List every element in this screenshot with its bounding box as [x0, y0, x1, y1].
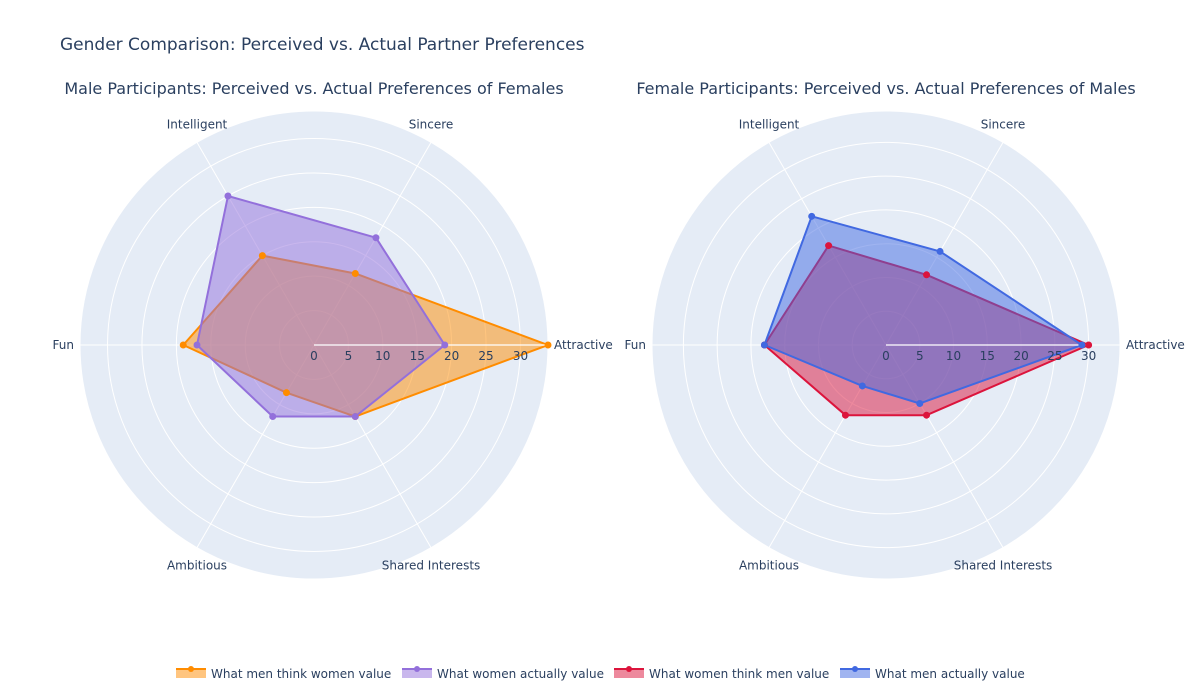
radial-tick-label: 25: [1047, 349, 1062, 363]
radar-chart-male: Male Participants: Perceived vs. Actual …: [53, 79, 613, 580]
legend-swatch: [614, 669, 644, 678]
radial-tick-label: 0: [310, 349, 318, 363]
data-point[interactable]: [269, 413, 277, 421]
data-point[interactable]: [936, 247, 944, 255]
legend-swatch: [402, 669, 432, 678]
radial-tick-label: 5: [916, 349, 924, 363]
data-point[interactable]: [224, 192, 232, 200]
data-point[interactable]: [193, 341, 201, 349]
subplot-title: Female Participants: Perceived vs. Actua…: [636, 79, 1135, 98]
radial-tick-label: 20: [444, 349, 459, 363]
category-label: Fun: [53, 338, 74, 352]
figure-title: Gender Comparison: Perceived vs. Actual …: [60, 35, 585, 55]
radial-tick-label: 15: [410, 349, 425, 363]
data-point[interactable]: [258, 252, 266, 260]
radial-tick-label: 30: [513, 349, 528, 363]
legend-label: What women think men value: [649, 667, 829, 681]
legend-item[interactable]: What men think women value: [176, 666, 391, 681]
data-point[interactable]: [825, 242, 833, 250]
legend-item[interactable]: What men actually value: [840, 666, 1025, 681]
radar-chart-female: Female Participants: Perceived vs. Actua…: [625, 79, 1185, 580]
radial-tick-label: 25: [478, 349, 493, 363]
legend-label: What men actually value: [875, 667, 1025, 681]
data-point[interactable]: [179, 341, 187, 349]
legend[interactable]: What men think women value What women act…: [176, 666, 1025, 681]
category-label: Attractive: [554, 338, 613, 352]
data-point[interactable]: [1078, 341, 1086, 349]
data-point[interactable]: [282, 389, 290, 397]
legend-item[interactable]: What women actually value: [402, 666, 604, 681]
radial-tick-label: 0: [882, 349, 890, 363]
category-label: Sincere: [409, 117, 454, 131]
legend-marker: [188, 666, 194, 672]
data-point[interactable]: [1085, 341, 1093, 349]
legend-swatch: [176, 669, 206, 678]
data-point[interactable]: [760, 341, 768, 349]
data-point[interactable]: [544, 341, 552, 349]
legend-item[interactable]: What women think men value: [614, 666, 829, 681]
legend-marker: [852, 666, 858, 672]
radial-tick-label: 10: [946, 349, 961, 363]
legend-label: What women actually value: [437, 667, 604, 681]
radial-tick-label: 10: [375, 349, 390, 363]
category-label: Ambitious: [739, 559, 799, 573]
data-point[interactable]: [923, 271, 931, 279]
category-label: Shared Interests: [382, 559, 481, 573]
legend-swatch: [840, 669, 870, 678]
radial-tick-label: 20: [1013, 349, 1028, 363]
data-point[interactable]: [808, 212, 816, 220]
category-label: Sincere: [981, 117, 1026, 131]
category-label: Intelligent: [167, 117, 228, 131]
legend-label: What men think women value: [211, 667, 391, 681]
category-label: Ambitious: [167, 559, 227, 573]
data-point[interactable]: [858, 382, 866, 390]
legend-marker: [626, 666, 632, 672]
legend-marker: [414, 666, 420, 672]
category-label: Fun: [625, 338, 646, 352]
data-point[interactable]: [916, 399, 924, 407]
radial-tick-label: 15: [980, 349, 995, 363]
radial-tick-label: 5: [345, 349, 353, 363]
data-point[interactable]: [351, 269, 359, 277]
data-point[interactable]: [351, 413, 359, 421]
data-point[interactable]: [923, 411, 931, 419]
radial-tick-label: 30: [1081, 349, 1096, 363]
data-point[interactable]: [841, 411, 849, 419]
category-label: Shared Interests: [954, 559, 1053, 573]
data-point[interactable]: [441, 341, 449, 349]
category-label: Intelligent: [739, 117, 800, 131]
subplot-title: Male Participants: Perceived vs. Actual …: [64, 79, 563, 98]
data-point[interactable]: [372, 234, 380, 242]
category-label: Attractive: [1126, 338, 1185, 352]
